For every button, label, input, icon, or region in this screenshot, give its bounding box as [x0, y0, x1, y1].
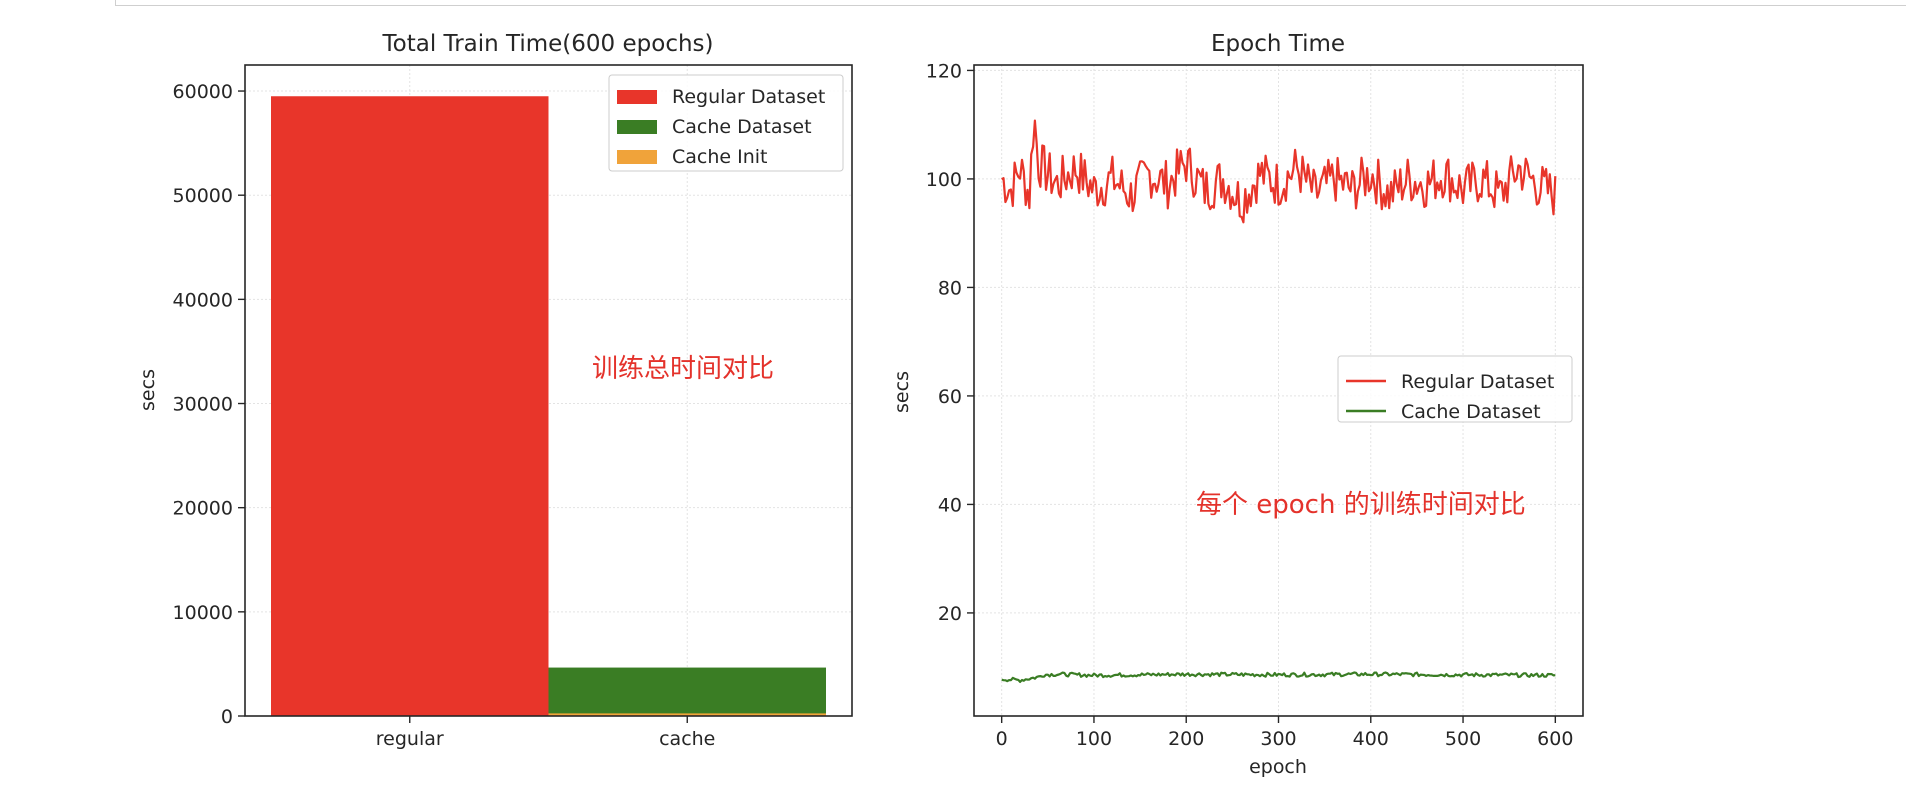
bar-regular-dataset-regular	[271, 96, 549, 717]
y-tick-label: 20	[938, 603, 962, 625]
y-ticks: 20 40 60 80 100 120	[926, 60, 974, 625]
x-tick-label: 300	[1260, 728, 1296, 750]
y-axis-label: secs	[137, 369, 159, 411]
series-lines	[1001, 119, 1557, 683]
x-tick-label: 100	[1076, 728, 1112, 750]
y-tick-label: 120	[926, 60, 962, 82]
epoch-time-chart: 20 40 60 80 100 120 0 100 200 300 400 500 600 Epoch…	[891, 31, 1584, 778]
y-tick-label: 0	[221, 706, 233, 728]
x-tick-label: cache	[659, 728, 715, 750]
y-tick-label: 30000	[173, 394, 233, 416]
x-ticks: 0 100 200 300 400 500 600	[996, 716, 1573, 750]
x-tick-label: 400	[1353, 728, 1389, 750]
legend: Regular Dataset Cache Dataset	[1337, 355, 1573, 423]
bar-cache-dataset-cache	[548, 667, 826, 716]
x-tick-label: 600	[1537, 728, 1573, 750]
legend-entry: Cache Init	[672, 146, 768, 168]
total-train-time-chart: 0 10000 20000 30000 40000 50000 60000 regular c…	[137, 31, 853, 750]
legend-box	[608, 74, 844, 172]
series-line-cache-dataset	[1001, 671, 1556, 683]
bars	[271, 96, 826, 717]
cell-frame	[115, 0, 1906, 6]
x-ticks: regular cache	[376, 716, 715, 750]
legend-entry: Cache Dataset	[672, 116, 812, 138]
bar-cache-init-cache	[548, 713, 826, 716]
y-tick-label: 40000	[173, 289, 233, 311]
annotation: 每个 epoch 的训练时间对比	[1196, 490, 1526, 520]
legend-box	[1337, 355, 1573, 423]
x-tick-label: 500	[1445, 728, 1481, 750]
x-tick-label: 200	[1168, 728, 1204, 750]
legend-swatch	[617, 150, 657, 164]
legend-swatch	[617, 120, 657, 134]
legend-swatch	[617, 90, 657, 104]
legend: Regular Dataset Cache Dataset Cache Init	[608, 74, 844, 172]
y-tick-label: 100	[926, 169, 962, 191]
x-tick-label: regular	[376, 728, 444, 750]
chart-title: Epoch Time	[1211, 31, 1345, 57]
y-tick-label: 60000	[173, 81, 233, 103]
y-ticks: 0 10000 20000 30000 40000 50000 60000	[173, 81, 245, 728]
legend-entry: Regular Dataset	[672, 86, 825, 108]
x-tick-label: 0	[996, 728, 1008, 750]
legend-entry: Regular Dataset	[1401, 371, 1554, 393]
y-tick-label: 80	[938, 277, 962, 299]
y-tick-label: 60	[938, 386, 962, 408]
annotation: 训练总时间对比	[592, 354, 774, 384]
y-tick-label: 10000	[173, 602, 233, 624]
chart-title: Total Train Time(600 epochs)	[382, 31, 714, 57]
legend-entry: Cache Dataset	[1401, 401, 1541, 423]
series-line-regular-dataset	[1001, 119, 1557, 224]
y-tick-label: 50000	[173, 185, 233, 207]
x-axis-label: epoch	[1249, 756, 1307, 778]
y-tick-label: 20000	[173, 498, 233, 520]
y-tick-label: 40	[938, 494, 962, 516]
y-axis-label: secs	[891, 371, 913, 413]
plot-frame	[244, 64, 853, 717]
